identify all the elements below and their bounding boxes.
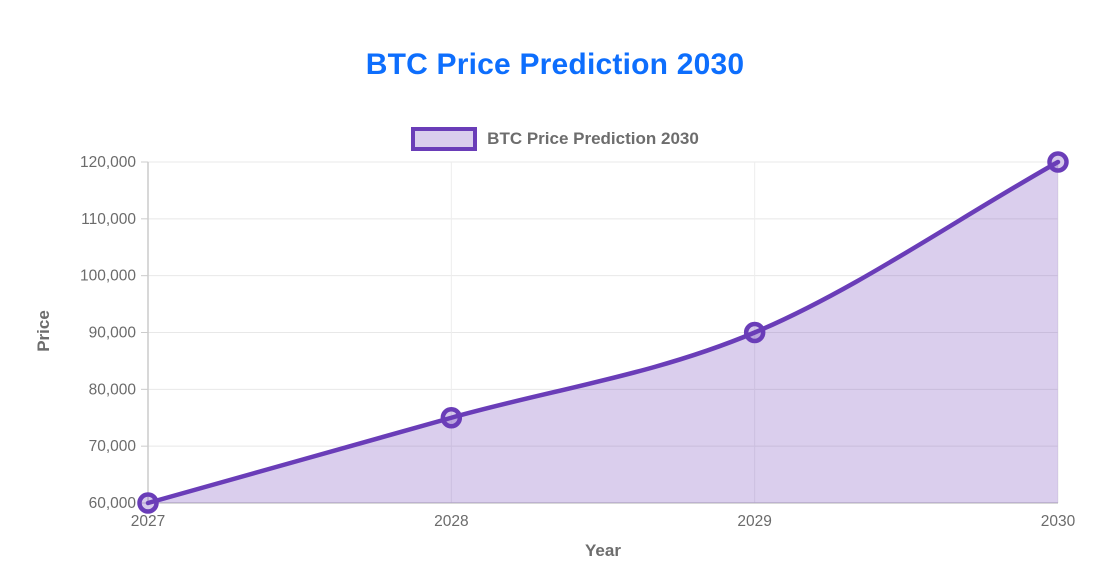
area-series[interactable]: [148, 162, 1058, 503]
x-axis-title: Year: [585, 541, 621, 560]
x-tick-label: 2030: [1041, 513, 1076, 530]
chart-title: BTC Price Prediction 2030: [365, 48, 745, 81]
line-series[interactable]: [145, 159, 1061, 506]
legend-swatch: [411, 127, 478, 151]
y-tick-label: 60,000: [89, 495, 137, 512]
y-tick-label: 120,000: [80, 154, 136, 171]
y-tick-label: 80,000: [89, 381, 137, 398]
data-point-marker[interactable]: [440, 407, 463, 429]
x-tick-label: 2027: [131, 513, 165, 530]
legend-label: BTC Price Prediction 2030: [487, 129, 699, 148]
y-tick-label: 100,000: [80, 268, 136, 285]
y-tick-label: 70,000: [89, 438, 137, 455]
x-tick-label: 2029: [737, 513, 771, 530]
legend[interactable]: BTC Price Prediction 2030: [0, 127, 1110, 151]
y-tick-label: 90,000: [89, 325, 137, 342]
y-tick-label: 110,000: [81, 211, 136, 228]
data-point-marker[interactable]: [137, 492, 159, 514]
x-tick-label: 2028: [434, 513, 468, 530]
data-point-marker[interactable]: [743, 321, 766, 344]
data-point-marker[interactable]: [1047, 151, 1069, 173]
